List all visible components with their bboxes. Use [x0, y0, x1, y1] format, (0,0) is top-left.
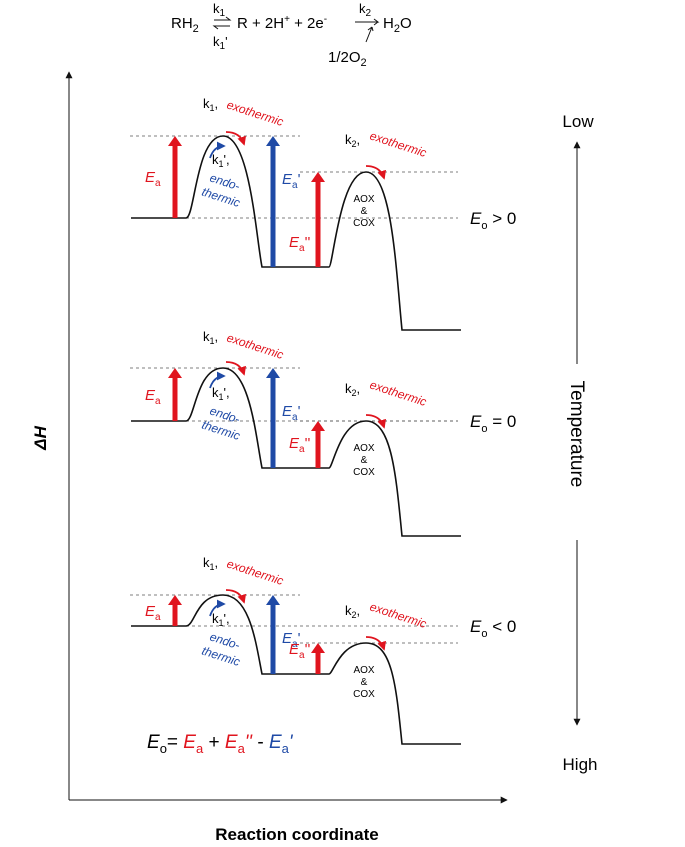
ea-double-prime-arrow [311, 421, 325, 468]
cox-label: COX [353, 218, 375, 229]
k2-exothermic-arc-icon [365, 165, 386, 180]
equation-product: H2O [383, 15, 412, 35]
ea-prime-arrow [266, 595, 280, 674]
ea-double-prime-label: Ea'' [289, 641, 310, 661]
ea-arrow [168, 136, 182, 218]
amp-label: & [361, 455, 368, 466]
k1-label: k1, [203, 555, 218, 572]
k2-label: k2, [345, 381, 360, 398]
cox-label: COX [353, 467, 375, 478]
amp-label: & [361, 677, 368, 688]
forward-arrow-icon [355, 18, 380, 43]
x-axis-label: Reaction coordinate [215, 825, 378, 844]
energy-curve [131, 594, 461, 745]
ea-double-prime-arrow [311, 643, 325, 674]
ea-label: Ea [145, 387, 161, 407]
aox-label: AOX [353, 194, 374, 205]
k1-reverse-label: k1', [212, 385, 230, 402]
ea-prime-label: Ea' [282, 403, 301, 423]
exothermic-arc-icon [225, 131, 246, 146]
ea-double-prime-label: Ea'' [289, 435, 310, 455]
temperature-high-label: High [563, 755, 598, 774]
k2-exothermic-label: exothermic [368, 129, 428, 160]
k1-exothermic-label: exothermic [225, 557, 285, 588]
equation-oxygen: 1/2O2 [328, 49, 367, 69]
k2-label: k2, [345, 603, 360, 620]
ea-prime-arrow [266, 136, 280, 267]
k1-label: k1, [203, 96, 218, 113]
equation-k1: k1 [213, 1, 226, 19]
exothermic-arc-icon [225, 589, 246, 604]
k2-exothermic-label: exothermic [368, 378, 428, 409]
k2-exothermic-arc-icon [365, 414, 386, 429]
k1-exothermic-label: exothermic [225, 331, 285, 362]
aox-label: AOX [353, 665, 374, 676]
temperature-low-label: Low [562, 112, 594, 131]
endothermic-arc-icon [209, 599, 226, 617]
eo-condition-label: Eo > 0 [470, 209, 516, 232]
eo-formula: Eo= Ea + Ea'' - Ea' [147, 732, 294, 756]
amp-label: & [361, 206, 368, 217]
reaction-equation: RH2 k1 k1' R + 2H+ + 2e- k2 H2O 1/2O2 [171, 1, 412, 69]
k2-label: k2, [345, 132, 360, 149]
ea-label: Ea [145, 603, 161, 623]
eo-condition-label: Eo = 0 [470, 412, 516, 435]
ea-prime-label: Ea' [282, 630, 301, 650]
ea-double-prime-label: Ea'' [289, 234, 310, 254]
equation-middle: R + 2H+ + 2e- [237, 14, 327, 32]
y-axis-label: ΔH [31, 425, 50, 450]
k2-exothermic-arc-icon [365, 636, 386, 651]
ea-double-prime-arrow [311, 172, 325, 267]
equation-k1-reverse: k1' [213, 34, 228, 52]
cox-label: COX [353, 689, 375, 700]
ea-label: Ea [145, 169, 161, 189]
k1-exothermic-label: exothermic [225, 98, 285, 129]
exothermic-arc-icon [225, 361, 246, 376]
ea-arrow [168, 595, 182, 626]
equation-k2: k2 [359, 1, 372, 19]
endothermic-arc-icon [209, 371, 226, 389]
k1-reverse-label: k1', [212, 152, 230, 169]
equilibrium-arrows-icon [212, 16, 232, 30]
endothermic-arc-icon [209, 141, 226, 159]
temperature-label: Temperature [566, 381, 587, 488]
ea-arrow [168, 368, 182, 421]
equation-reactant: RH2 [171, 15, 199, 35]
eo-condition-label: Eo < 0 [470, 617, 516, 640]
ea-prime-arrow [266, 368, 280, 468]
energy-curve [131, 367, 461, 537]
k1-reverse-label: k1', [212, 611, 230, 628]
k1-label: k1, [203, 329, 218, 346]
energy-curve [131, 135, 461, 331]
ea-prime-label: Ea' [282, 171, 301, 191]
aox-label: AOX [353, 443, 374, 454]
